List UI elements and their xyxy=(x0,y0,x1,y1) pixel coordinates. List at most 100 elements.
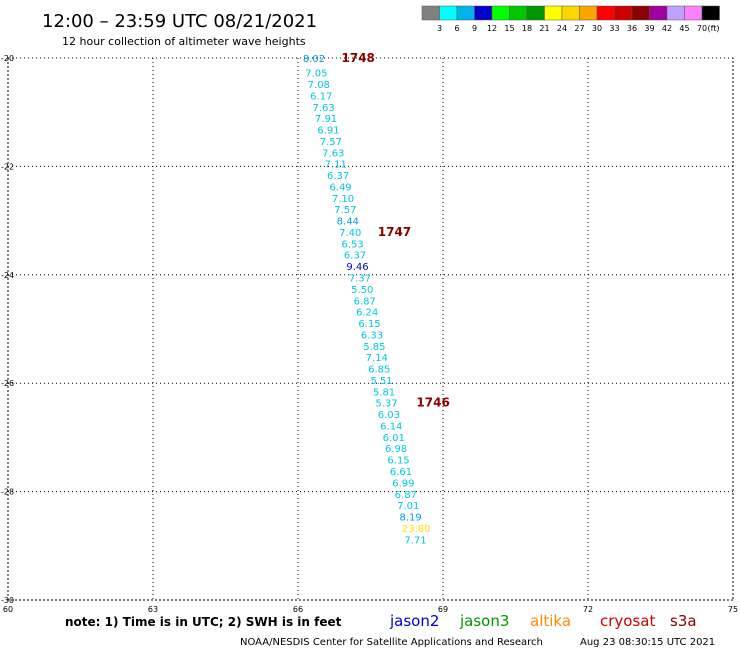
satellite-name: jason2 xyxy=(389,612,439,630)
scale-tick-label: 42 xyxy=(662,24,672,33)
scale-tick-label: 6 xyxy=(454,24,459,33)
scale-tick-label: 70 xyxy=(697,24,707,33)
wave-height-value: 7.91 xyxy=(315,114,337,125)
pass-time-labels: 1748 1747 1746 xyxy=(342,51,450,410)
scale-tick-label: 27 xyxy=(574,24,584,33)
satellite-name: altika xyxy=(530,612,571,630)
wave-height-value: 7.57 xyxy=(320,137,342,148)
scale-swatch xyxy=(666,5,685,21)
satellite-legend: jason2 jason3 altika cryosat s3a xyxy=(389,612,697,630)
wave-height-value: 7.63 xyxy=(322,148,344,159)
wave-height-value: 6.87 xyxy=(354,296,376,307)
wave-height-value: 5.51 xyxy=(371,376,393,387)
scale-swatch xyxy=(614,5,633,21)
scale-swatch xyxy=(684,5,703,21)
wave-height-value: 7.05 xyxy=(305,69,327,80)
scale-tick-label: 45 xyxy=(679,24,689,33)
wave-height-value: 7.01 xyxy=(397,501,419,512)
wave-height-value: 6.37 xyxy=(344,251,366,262)
scale-swatch xyxy=(509,5,528,21)
wave-height-value: 5.50 xyxy=(351,285,373,296)
figure-subtitle: 12 hour collection of altimeter wave hei… xyxy=(62,35,306,48)
wave-height-value: 6.14 xyxy=(380,421,402,432)
wave-height-value: 8.02 xyxy=(303,54,325,65)
scale-tick-label: 33 xyxy=(609,24,619,33)
wave-height-value: 6.53 xyxy=(342,239,364,250)
scale-swatch xyxy=(596,5,615,21)
wave-height-value: 7.10 xyxy=(332,194,354,205)
longitude-tick-label: 63 xyxy=(148,605,158,614)
latitude-tick-label: -20 xyxy=(1,54,14,63)
scale-tick-label: 30 xyxy=(592,24,602,33)
pass-time-label: 1748 xyxy=(342,51,375,65)
wave-height-value: 6.03 xyxy=(378,410,400,421)
satellite-name: jason3 xyxy=(459,612,509,630)
pass-time-label: 1746 xyxy=(416,396,449,410)
latitude-tick-label: -30 xyxy=(1,596,14,605)
wave-height-value: 6.15 xyxy=(358,319,380,330)
latitude-tick-label: -26 xyxy=(1,379,14,388)
latitude-tick-label: -28 xyxy=(1,488,14,497)
scale-tick-label: 15 xyxy=(504,24,514,33)
wave-height-value: 9.46 xyxy=(346,262,368,273)
scale-swatch xyxy=(631,5,650,21)
wave-height-value: 8.19 xyxy=(400,513,422,524)
wave-height-value: 5.81 xyxy=(373,387,395,398)
wave-height-value: 6.99 xyxy=(392,478,414,489)
pass-time-label: 1747 xyxy=(378,225,411,239)
scale-swatch xyxy=(649,5,668,21)
longitude-tick-label: 66 xyxy=(293,605,303,614)
scale-tick-label: 36 xyxy=(627,24,637,33)
scale-swatch xyxy=(561,5,580,21)
wave-height-value: 6.17 xyxy=(310,91,332,102)
scale-swatch xyxy=(526,5,545,21)
wave-height-color-scale: 3 6 9 12 15 18 21 24 27 30 33 36 39 42 45 70 (ft) xyxy=(421,5,720,33)
axis-tick-labels: 60 63 66 69 72 75 -20 -22 -24 -26 -28 -30 xyxy=(1,54,738,614)
scale-swatch xyxy=(491,5,510,21)
wave-height-value: 7.40 xyxy=(339,228,361,239)
scale-swatch xyxy=(579,5,598,21)
scale-swatch xyxy=(701,5,720,21)
figure-title: 12:00 – 23:59 UTC 08/21/2021 xyxy=(42,11,317,32)
scale-tick-label: 24 xyxy=(557,24,567,33)
wave-height-value: 6.24 xyxy=(356,308,378,319)
wave-height-value: 6.49 xyxy=(329,182,351,193)
wave-height-value: 7.14 xyxy=(366,353,388,364)
wave-height-value: 23.80 xyxy=(402,524,431,535)
wave-height-value: 7.11 xyxy=(325,160,347,171)
scale-tick-label: 39 xyxy=(644,24,654,33)
longitude-tick-label: 69 xyxy=(438,605,448,614)
scale-tick-label: 9 xyxy=(472,24,477,33)
wave-height-value: 6.91 xyxy=(317,126,339,137)
wave-height-value: 6.85 xyxy=(368,365,390,376)
scale-unit: (ft) xyxy=(708,24,720,33)
satellite-name: s3a xyxy=(670,612,697,630)
scale-tick-label: 12 xyxy=(487,24,497,33)
wave-height-observations: 8.027.057.086.177.637.916.917.577.637.11… xyxy=(303,54,431,546)
wave-height-value: 5.37 xyxy=(375,399,397,410)
wave-height-value: 5.85 xyxy=(363,342,385,353)
scale-swatch xyxy=(544,5,563,21)
wave-height-value: 7.63 xyxy=(313,103,335,114)
wave-height-value: 6.87 xyxy=(395,490,417,501)
lat-lon-grid xyxy=(7,57,734,601)
scale-tick-label: 18 xyxy=(522,24,532,33)
scale-swatch xyxy=(421,5,440,21)
map-border xyxy=(7,57,734,601)
wave-height-value: 6.61 xyxy=(390,467,412,478)
wave-height-value: 8.44 xyxy=(337,217,359,228)
satellite-name: cryosat xyxy=(600,612,655,630)
footer-note: note: 1) Time is in UTC; 2) SWH is in fe… xyxy=(65,615,342,629)
wave-height-value: 6.15 xyxy=(387,456,409,467)
wave-height-value: 7.57 xyxy=(334,205,356,216)
wave-height-value: 6.98 xyxy=(385,444,407,455)
scale-tick-label: 3 xyxy=(437,24,442,33)
scale-tick-label: 21 xyxy=(539,24,549,33)
map-frame xyxy=(7,57,734,601)
wave-height-value: 6.37 xyxy=(327,171,349,182)
longitude-tick-label: 72 xyxy=(583,605,593,614)
wave-height-value: 7.71 xyxy=(404,535,426,546)
longitude-tick-label: 75 xyxy=(728,605,738,614)
wave-height-value: 6.01 xyxy=(383,433,405,444)
